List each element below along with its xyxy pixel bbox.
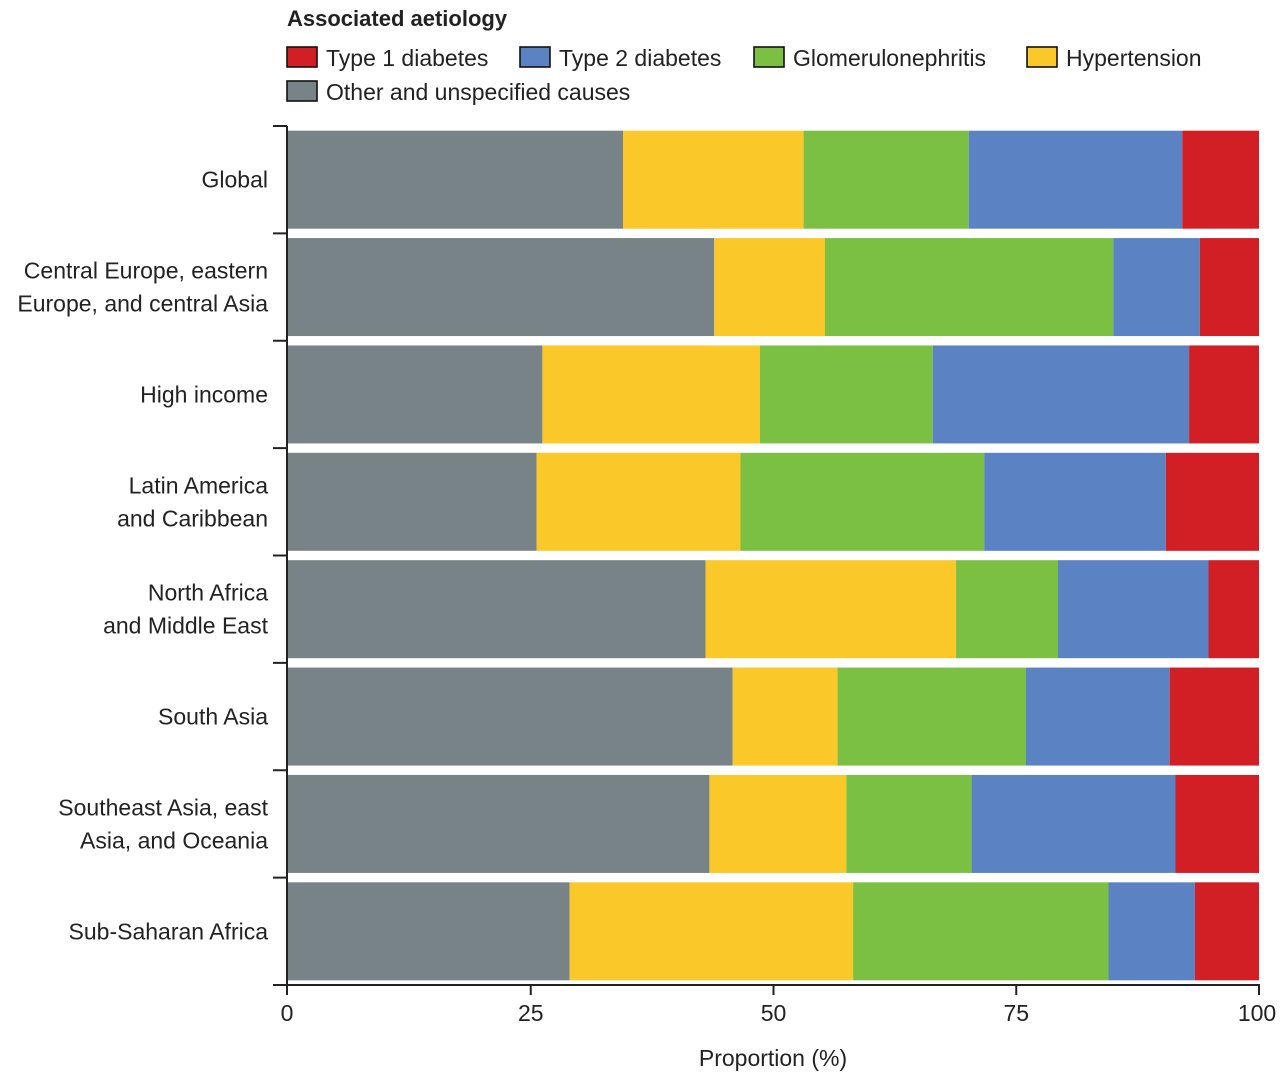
bar-segment-ot-0	[288, 130, 623, 229]
bar-segment-ot-7	[288, 882, 570, 981]
bar-segment-t2-1	[1113, 238, 1200, 337]
legend-label-ht: Hypertension	[1066, 45, 1202, 71]
x-tick-label-3: 75	[1003, 1000, 1029, 1026]
category-label-7-0: Sub-Saharan Africa	[69, 918, 269, 944]
bar-segment-ht-0	[622, 130, 804, 229]
bar-segment-t1-2	[1189, 345, 1259, 444]
bar-segment-t2-3	[984, 452, 1166, 551]
legend-swatch-ot	[286, 80, 318, 102]
bar-segment-t1-3	[1165, 452, 1259, 551]
bar-segment-ot-6	[288, 774, 710, 873]
legend-title: Associated aetiology	[287, 6, 508, 31]
category-label-1-0: Central Europe, eastern	[24, 258, 268, 284]
bar-segment-gn-0	[803, 130, 969, 229]
bar-segment-gn-2	[759, 345, 933, 444]
bar-segment-t1-1	[1199, 238, 1259, 337]
category-label-2-0: High income	[140, 381, 268, 407]
bar-segment-t1-6	[1175, 774, 1259, 873]
legend-label-t2: Type 2 diabetes	[559, 45, 721, 71]
category-label-4-1: and Middle East	[103, 613, 269, 639]
bar-segment-ht-5	[732, 667, 838, 766]
legend-label-ot: Other and unspecified causes	[326, 79, 630, 105]
bar-segment-ht-1	[714, 238, 825, 337]
bar-segment-t2-4	[1058, 560, 1209, 659]
legend-swatch-t2	[519, 46, 551, 68]
bar-segment-gn-5	[837, 667, 1026, 766]
category-label-0-0: Global	[202, 167, 268, 193]
bar-segment-gn-3	[740, 452, 985, 551]
category-label-5-0: South Asia	[158, 704, 268, 730]
legend-swatch-ht	[1026, 46, 1058, 68]
bar-segment-t2-2	[932, 345, 1190, 444]
category-labels: Global Central Europe, eastern Europe, and…	[17, 167, 268, 945]
bar-segment-ot-2	[288, 345, 543, 444]
bar-segment-t2-5	[1025, 667, 1170, 766]
bar-segment-t2-0	[968, 130, 1183, 229]
bar-segment-ot-3	[288, 452, 537, 551]
legend-swatch-t1	[286, 46, 318, 68]
x-tick-label-1: 25	[518, 1000, 544, 1026]
category-label-6-0: Southeast Asia, east	[58, 794, 268, 820]
bar-segment-ht-3	[536, 452, 741, 551]
bar-segment-gn-6	[846, 774, 972, 873]
bar-segment-ht-4	[705, 560, 957, 659]
bar-segment-ht-7	[569, 882, 854, 981]
bar-segment-t2-6	[971, 774, 1176, 873]
legend: Associated aetiology Type 1 diabetes Type…	[286, 6, 1202, 105]
bar-segment-t1-4	[1208, 560, 1259, 659]
bar-segment-ot-5	[288, 667, 733, 766]
legend-swatch-gn	[753, 46, 785, 68]
bar-segment-gn-1	[824, 238, 1114, 337]
bar-segment-gn-7	[853, 882, 1109, 981]
x-axis-title: Proportion (%)	[699, 1045, 847, 1071]
axes: 0 25 50 75 100	[273, 125, 1276, 1026]
category-label-3-0: Latin America	[129, 472, 269, 498]
bar-segment-t1-0	[1182, 130, 1259, 229]
legend-label-t1: Type 1 diabetes	[326, 45, 488, 71]
x-tick-label-0: 0	[281, 1000, 294, 1026]
bars	[288, 130, 1259, 981]
legend-label-gn: Glomerulonephritis	[793, 45, 986, 71]
bar-segment-ht-2	[542, 345, 760, 444]
category-label-4-0: North Africa	[148, 580, 268, 606]
category-label-3-1: and Caribbean	[117, 505, 268, 531]
bar-segment-ot-1	[288, 238, 715, 337]
bar-segment-t2-7	[1108, 882, 1195, 981]
bar-segment-ht-6	[709, 774, 847, 873]
bar-segment-gn-4	[956, 560, 1059, 659]
category-label-1-1: Europe, and central Asia	[17, 291, 268, 317]
category-label-6-1: Asia, and Oceania	[80, 827, 268, 853]
bar-segment-t1-7	[1194, 882, 1259, 981]
x-tick-label-4: 100	[1238, 1000, 1276, 1026]
bar-segment-t1-5	[1169, 667, 1259, 766]
bar-segment-ot-4	[288, 560, 706, 659]
x-tick-label-2: 50	[761, 1000, 787, 1026]
